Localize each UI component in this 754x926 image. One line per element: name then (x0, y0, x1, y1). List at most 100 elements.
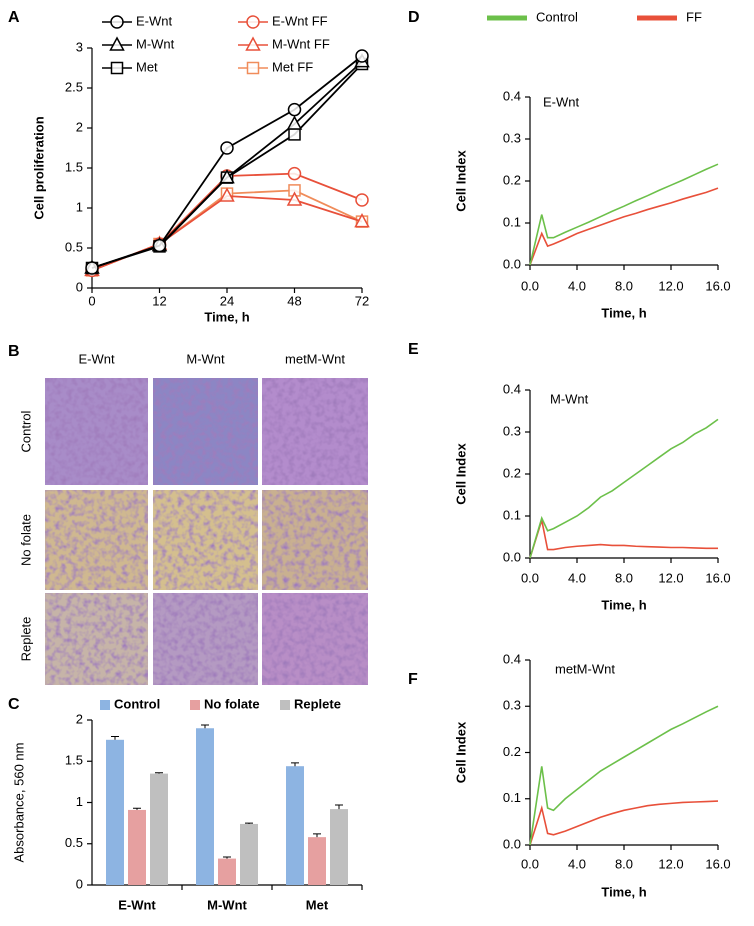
legend-swatch (190, 700, 200, 710)
x-tick-label: 16.0 (705, 278, 730, 293)
annotation: E-Wnt (543, 94, 580, 109)
y-tick-label: 0.1 (503, 507, 521, 522)
micrograph (153, 593, 258, 685)
series-line (529, 800, 719, 846)
x-tick-label: 0.0 (521, 570, 539, 585)
legend-label: Met FF (272, 59, 313, 74)
row-label: Control (18, 410, 33, 452)
legend-label: Replete (294, 696, 341, 711)
x-tick-label: 24 (220, 293, 234, 308)
bar (330, 809, 348, 885)
series-line (529, 705, 719, 846)
series-line (91, 189, 363, 272)
panel: C 0 0.5 1 1.5 2 Absorbance, 560 nm E-Wnt M-Wnt Me… (8, 696, 363, 912)
x-tick-label: 0.0 (521, 856, 539, 871)
error-bar (223, 856, 231, 859)
legend-label: FF (686, 9, 702, 24)
marker (287, 102, 302, 117)
panel-letter: C (8, 696, 20, 713)
marker (286, 191, 303, 206)
series-line (529, 187, 719, 266)
marker (246, 61, 260, 75)
micrograph (262, 378, 368, 485)
x-axis-label: Time, h (204, 309, 249, 324)
x-tick-label: 48 (287, 293, 301, 308)
panel-letter: F (408, 671, 418, 688)
x-tick-label: 8.0 (615, 856, 633, 871)
micrograph (262, 593, 368, 685)
x-axis-label: Time, h (601, 305, 646, 320)
marker (355, 49, 369, 63)
marker (152, 238, 167, 253)
y-tick-label: 2 (76, 119, 83, 134)
panel-letter: A (8, 9, 20, 26)
y-tick-label: 0.4 (503, 651, 521, 666)
bar (128, 809, 146, 885)
bar (196, 728, 214, 885)
series-line (91, 55, 363, 269)
y-tick-label: 0 (76, 876, 83, 891)
image-panel: B E-Wnt M-Wnt metM-Wnt Control No folate Reple… (8, 343, 368, 685)
y-tick-label: 0.5 (65, 239, 83, 254)
x-tick-label: M-Wnt (207, 897, 247, 912)
marker (110, 15, 124, 29)
x-tick-label: 12.0 (658, 570, 683, 585)
legend-label: M-Wnt (136, 36, 175, 51)
x-axis-label: Time, h (601, 884, 646, 899)
y-axis-label: Cell Index (453, 443, 468, 505)
legend-label: M-Wnt FF (272, 36, 330, 51)
micrograph (45, 593, 148, 685)
y-tick-label: 0.1 (503, 214, 521, 229)
y-tick-label: 0.2 (503, 172, 521, 187)
x-tick-label: Met (306, 897, 329, 912)
legend-label: Met (136, 59, 158, 74)
x-tick-label: 4.0 (568, 278, 586, 293)
bar (286, 766, 304, 885)
x-tick-label: 0 (88, 293, 95, 308)
series-line (529, 519, 718, 559)
marker (286, 115, 303, 130)
y-tick-label: 3 (76, 39, 83, 54)
bar (150, 773, 168, 885)
y-tick-label: 0.3 (503, 698, 521, 713)
column-label: metM-Wnt (285, 351, 345, 366)
x-tick-label: 12.0 (658, 856, 683, 871)
x-tick-label: 12 (152, 293, 166, 308)
y-tick-label: 1 (76, 199, 83, 214)
panel: E 0.0 0.1 0.2 0.3 0.4 Cell Index Time, h M-Wnt 0.… (408, 341, 731, 612)
x-tick-label: 12.0 (658, 278, 683, 293)
marker (220, 141, 234, 155)
marker (109, 36, 125, 51)
marker (287, 166, 302, 181)
panel: A 0 0.5 1 1.5 2 2.5 3 Cell proliferation Time, h 0… (8, 9, 370, 324)
y-tick-label: 0.0 (503, 256, 521, 271)
marker (354, 213, 370, 228)
marker (110, 61, 124, 75)
marker (219, 187, 235, 202)
legend-swatch (100, 700, 110, 710)
annotation: M-Wnt (550, 391, 589, 406)
micrograph (153, 490, 258, 590)
x-tick-label: 16.0 (705, 570, 730, 585)
y-tick-label: 0.2 (503, 744, 521, 759)
y-tick-label: 0.0 (503, 836, 521, 851)
panel-letter: B (8, 343, 20, 360)
legend-swatch (280, 700, 290, 710)
marker (219, 169, 235, 184)
y-tick-label: 0.0 (503, 549, 521, 564)
micrograph (45, 378, 148, 485)
error-bar (335, 804, 343, 810)
row-label: Replete (18, 617, 33, 662)
y-tick-label: 1 (76, 794, 83, 809)
bar (240, 823, 258, 885)
x-tick-label: 16.0 (705, 856, 730, 871)
row-label: No folate (18, 514, 33, 566)
column-label: M-Wnt (186, 351, 225, 366)
y-tick-label: 1.5 (65, 753, 83, 768)
legend-label: E-Wnt (136, 13, 173, 28)
marker (246, 15, 260, 29)
x-tick-label: 72 (355, 293, 369, 308)
y-tick-label: 0.4 (503, 88, 521, 103)
micrograph (262, 490, 368, 590)
